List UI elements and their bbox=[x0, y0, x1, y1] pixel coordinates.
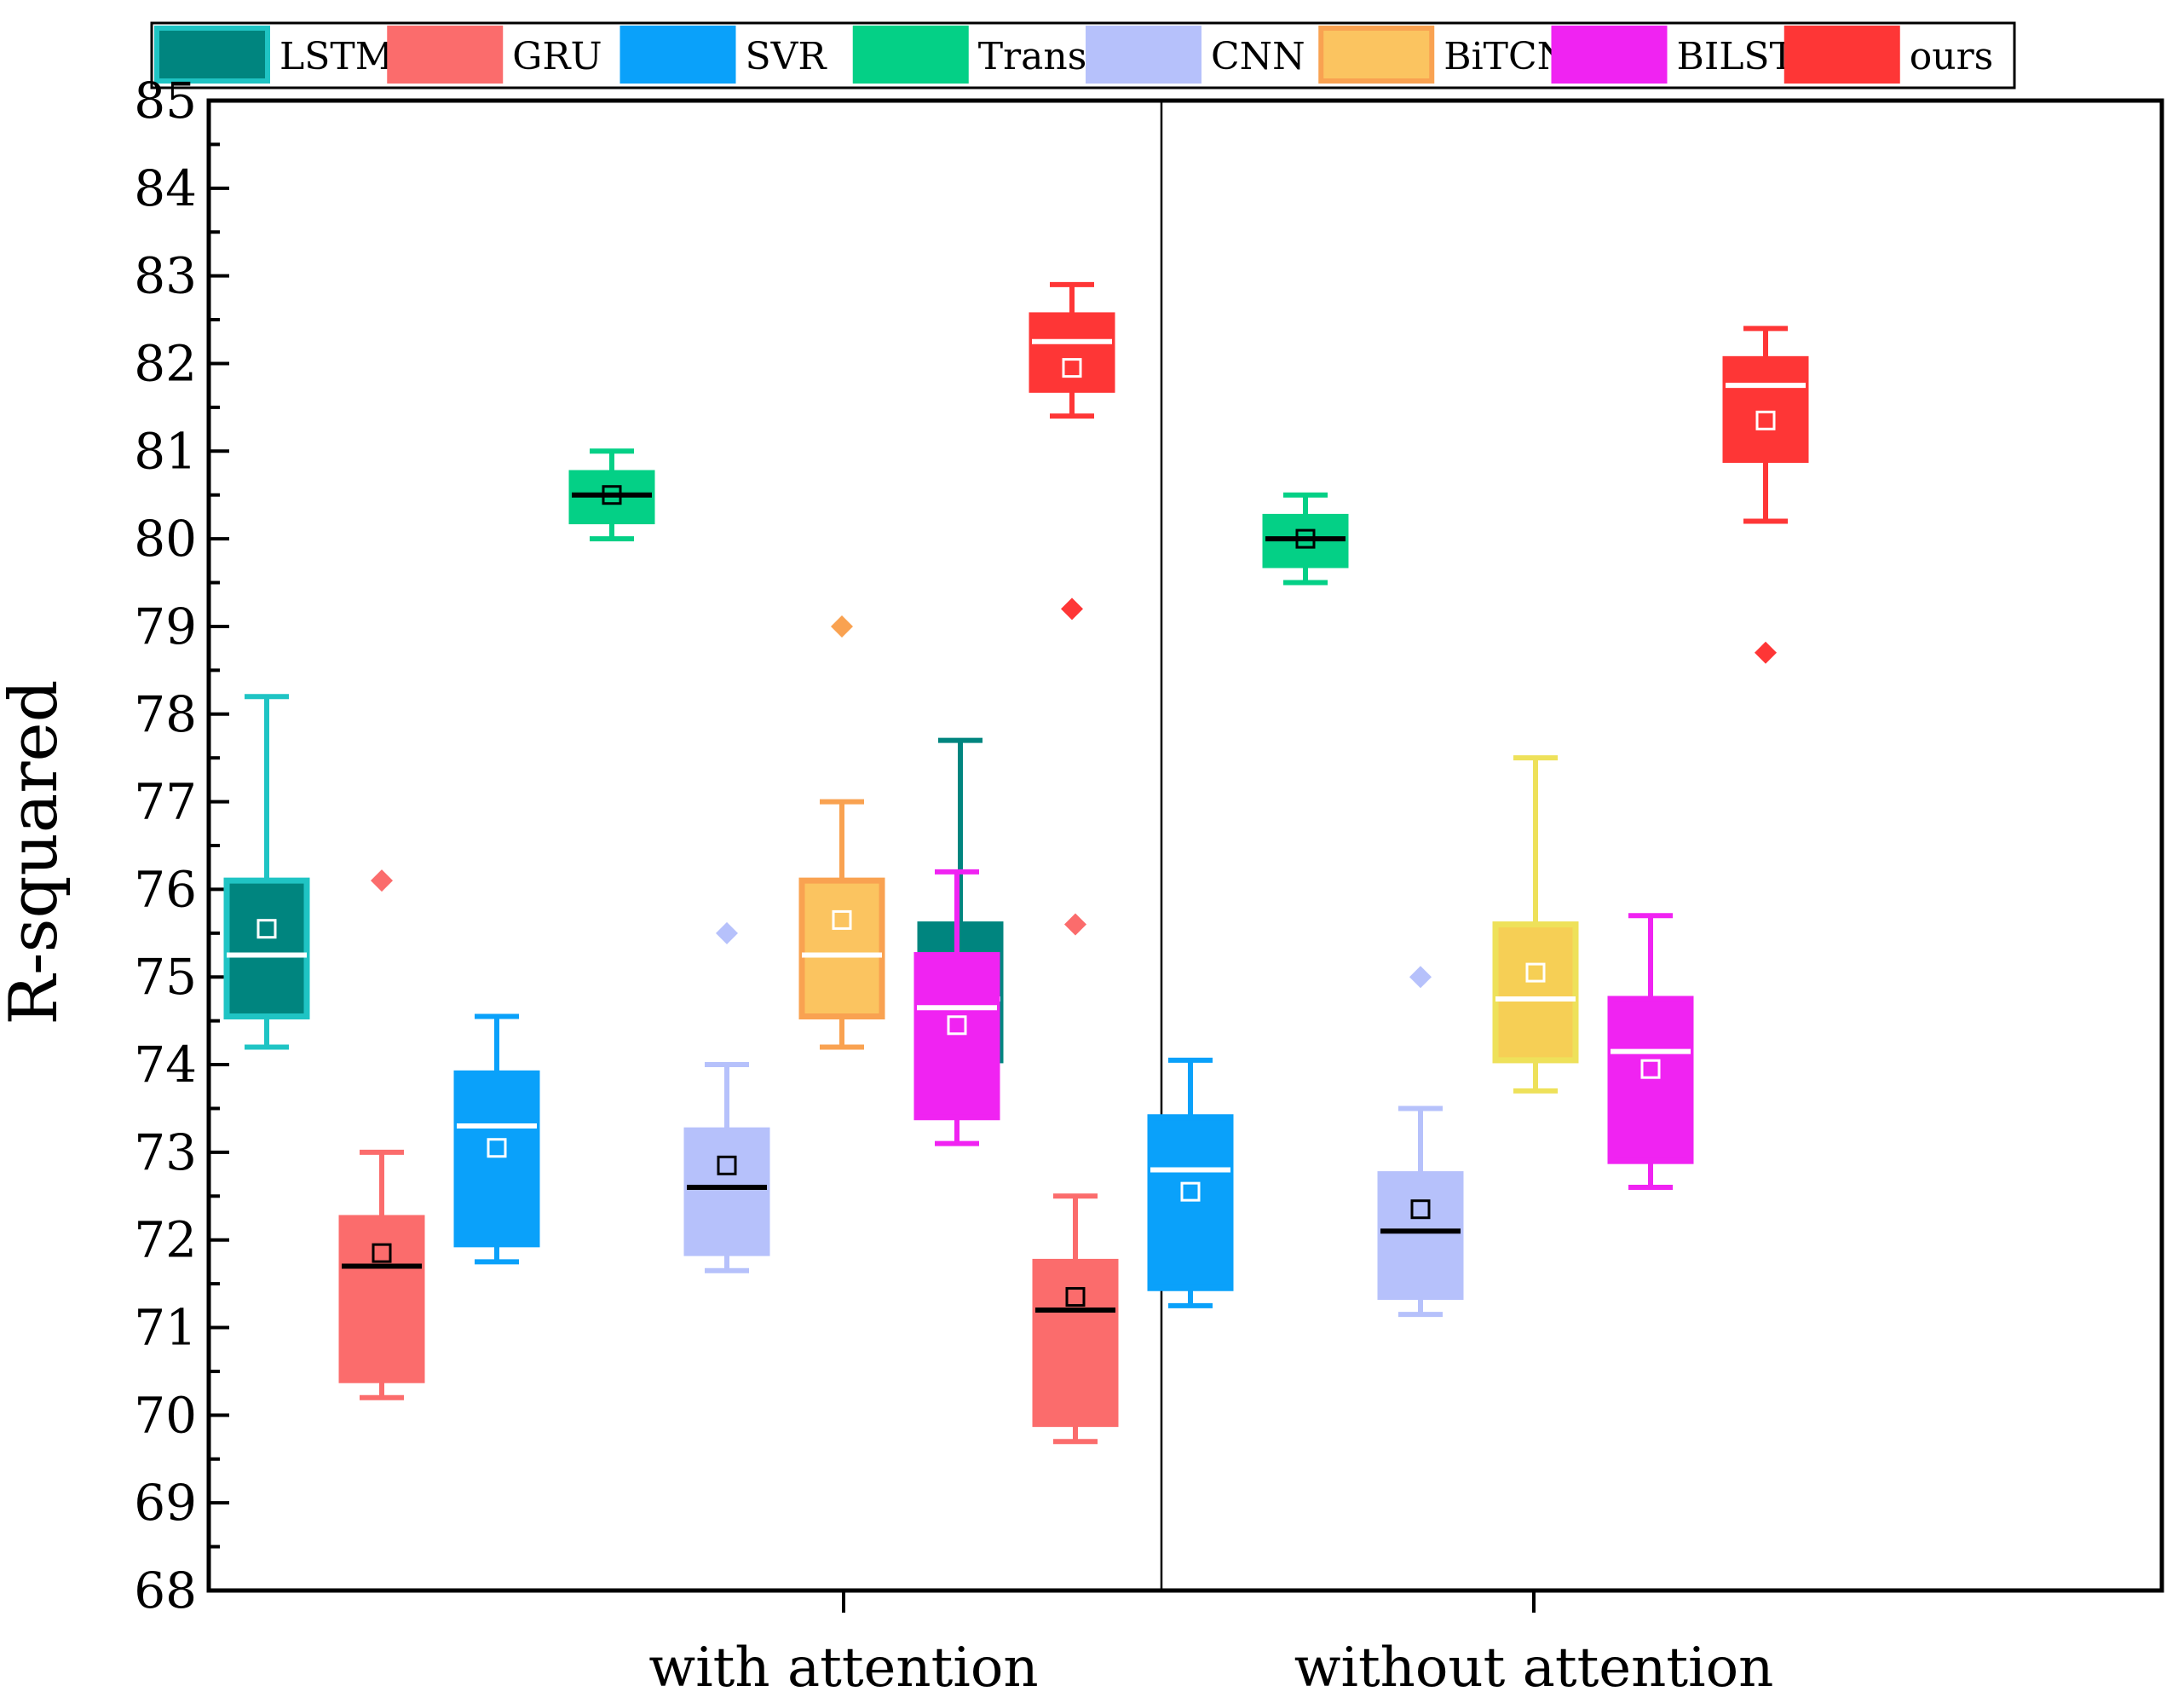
legend: LSTM GRU SVR Trans CNN BiTCN BILSTM ours bbox=[150, 21, 2016, 89]
box-svr-without-attention bbox=[1147, 1057, 1234, 1308]
box-body bbox=[453, 1070, 540, 1248]
legend-item-lstm: LSTM bbox=[154, 26, 394, 84]
legend-item-trans: Trans bbox=[852, 26, 1087, 84]
mean-marker bbox=[1755, 410, 1776, 430]
legend-label: SVR bbox=[746, 35, 828, 78]
x-group-label: without attention bbox=[1294, 1637, 1774, 1700]
box-ours-with-attention bbox=[1029, 281, 1115, 621]
y-tick-label: 71 bbox=[134, 1299, 197, 1357]
box-gru-with-attention bbox=[338, 869, 425, 1400]
mean-marker bbox=[947, 1015, 967, 1036]
box-body bbox=[338, 1215, 425, 1383]
legend-item-ours: ours bbox=[1784, 26, 1993, 84]
y-tick-label: 68 bbox=[134, 1562, 197, 1619]
mean-marker bbox=[1295, 528, 1316, 549]
box-cnn-without-attention bbox=[1377, 966, 1464, 1318]
box-gru-without-attention bbox=[1032, 913, 1119, 1445]
legend-item-bitcn: BiTCN bbox=[1318, 26, 1570, 84]
outlier-point bbox=[1061, 597, 1083, 621]
mean-marker bbox=[1525, 962, 1546, 983]
mean-marker bbox=[1065, 1287, 1086, 1308]
box-bilstm-with-attention bbox=[913, 869, 1000, 1146]
legend-swatch bbox=[387, 26, 504, 84]
box-bilstm-without-attention bbox=[1607, 913, 1694, 1191]
box-cnn-with-attention bbox=[683, 921, 770, 1273]
box-lstm-with-attention bbox=[223, 694, 310, 1050]
mean-marker bbox=[1062, 358, 1082, 378]
axes: 68 69 70 71 72 73 74 75 76 77 78 79 80 81 82 83 84 85 with… bbox=[134, 72, 2164, 1700]
y-tick-label: 75 bbox=[134, 948, 197, 1006]
legend-item-svr: SVR bbox=[619, 26, 828, 84]
outlier-point bbox=[1755, 641, 1777, 664]
outlier-point bbox=[716, 921, 738, 944]
y-tick-label: 76 bbox=[134, 860, 197, 918]
legend-label: BiTCN bbox=[1444, 35, 1570, 78]
legend-label: ours bbox=[1910, 35, 1993, 78]
mean-marker bbox=[717, 1155, 737, 1175]
legend-label: CNN bbox=[1211, 35, 1305, 78]
mean-marker bbox=[1180, 1181, 1201, 1202]
box-body bbox=[223, 877, 310, 1020]
box-trans-with-attention bbox=[568, 448, 655, 542]
legend-item-gru: GRU bbox=[387, 26, 602, 84]
legend-swatch bbox=[619, 26, 736, 84]
legend-swatch bbox=[1086, 26, 1201, 84]
box-body bbox=[913, 952, 1000, 1121]
mean-marker bbox=[372, 1243, 392, 1263]
box-body bbox=[1032, 1258, 1119, 1428]
mean-marker bbox=[1640, 1059, 1661, 1079]
box-body bbox=[1147, 1114, 1234, 1291]
y-tick-label: 80 bbox=[134, 510, 197, 568]
y-axis-label: R-squared bbox=[0, 679, 72, 1025]
legend-swatch bbox=[1784, 26, 1900, 84]
y-tick-label: 81 bbox=[134, 422, 197, 480]
box-bitcn-without-attention bbox=[1492, 755, 1579, 1094]
box-body bbox=[1492, 921, 1579, 1064]
box-body bbox=[1607, 996, 1694, 1164]
y-tick-label: 85 bbox=[134, 72, 197, 130]
box-body bbox=[1377, 1171, 1464, 1301]
box-svr-with-attention bbox=[453, 1013, 540, 1265]
x-group-label: with attention bbox=[648, 1637, 1038, 1700]
legend-swatch bbox=[1318, 26, 1435, 84]
legend-item-cnn: CNN bbox=[1086, 26, 1305, 84]
y-tick-label: 77 bbox=[134, 773, 197, 831]
mean-marker bbox=[1410, 1199, 1431, 1220]
y-tick-label: 82 bbox=[134, 334, 197, 392]
y-tick-label: 78 bbox=[134, 685, 197, 743]
y-tick-label: 70 bbox=[134, 1386, 197, 1444]
box-ours-without-attention bbox=[1722, 326, 1809, 664]
y-tick-label: 83 bbox=[134, 247, 197, 305]
plot-frame bbox=[206, 98, 2164, 1593]
outlier-point bbox=[371, 869, 393, 892]
box-body bbox=[1029, 312, 1115, 393]
mean-marker bbox=[487, 1138, 507, 1158]
outlier-point bbox=[1409, 966, 1432, 989]
box-body bbox=[798, 877, 885, 1020]
box-body bbox=[1722, 355, 1809, 464]
legend-label: GRU bbox=[512, 35, 602, 78]
y-tick-label: 84 bbox=[134, 159, 197, 217]
legend-swatch bbox=[1551, 26, 1668, 84]
legend-swatch bbox=[852, 26, 969, 84]
outlier-point bbox=[831, 615, 853, 638]
outlier-point bbox=[1064, 913, 1086, 936]
mean-marker bbox=[256, 919, 277, 939]
legend-swatch bbox=[154, 26, 270, 84]
y-tick-label: 79 bbox=[134, 597, 197, 655]
y-tick-label: 73 bbox=[134, 1123, 197, 1181]
legend-label: LSTM bbox=[279, 35, 394, 78]
y-tick-label: 74 bbox=[134, 1036, 197, 1094]
legend-label: Trans bbox=[978, 35, 1087, 78]
box-trans-without-attention bbox=[1262, 492, 1349, 586]
y-tick-label: 69 bbox=[134, 1474, 197, 1532]
plot-area bbox=[223, 281, 1809, 1445]
mean-marker bbox=[832, 909, 852, 930]
box-bitcn-with-attention bbox=[798, 615, 885, 1050]
y-tick-label: 72 bbox=[134, 1211, 197, 1269]
box-body bbox=[683, 1127, 770, 1256]
mean-marker bbox=[602, 485, 622, 505]
